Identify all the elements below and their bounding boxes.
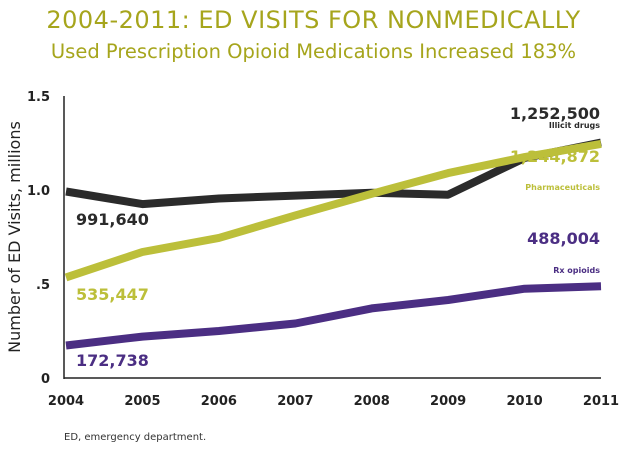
x-tick-label: 2011 <box>583 394 619 409</box>
y-tick-label: 1.5 <box>27 90 50 105</box>
end-value-label-illicit-drugs: 1,252,500 <box>510 104 600 123</box>
x-tick-label: 2004 <box>48 394 84 409</box>
y-tick-label: 0 <box>41 372 50 387</box>
y-tick-label: 1.0 <box>27 184 50 199</box>
start-value-label-rx-opioids: 172,738 <box>76 351 149 370</box>
end-value-label-rx-opioids: 488,004 <box>527 229 600 248</box>
x-tick-label: 2006 <box>201 394 237 409</box>
series-line-illicit-drugs <box>65 138 602 209</box>
chart-title: 2004-2011: ED VISITS FOR NONMEDICALLY <box>46 6 581 34</box>
series-line-rx-opioids <box>65 282 602 350</box>
y-tick-label: .5 <box>36 278 50 293</box>
end-value-label-pharmaceuticals: 1,244,872 <box>510 147 600 166</box>
start-value-label-pharmaceuticals: 535,447 <box>76 285 149 304</box>
x-tick-label: 2007 <box>277 394 313 409</box>
footnote: ED, emergency department. <box>64 432 207 443</box>
series-line-pharmaceuticals <box>64 139 602 282</box>
series-name-label-illicit-drugs: Illicit drugs <box>549 121 600 130</box>
start-value-label-illicit-drugs: 991,640 <box>76 210 149 229</box>
chart-subtitle: Used Prescription Opioid Medications Inc… <box>50 40 577 63</box>
x-tick-label: 2009 <box>430 394 466 409</box>
y-axis-label: Number of ED Visits, millions <box>5 121 24 353</box>
x-tick-label: 2008 <box>354 394 390 409</box>
series-name-label-rx-opioids: Rx opioids <box>553 266 600 275</box>
x-tick-label: 2010 <box>506 394 542 409</box>
x-tick-label: 2005 <box>124 394 160 409</box>
series-name-label-pharmaceuticals: Pharmaceuticals <box>525 183 600 192</box>
